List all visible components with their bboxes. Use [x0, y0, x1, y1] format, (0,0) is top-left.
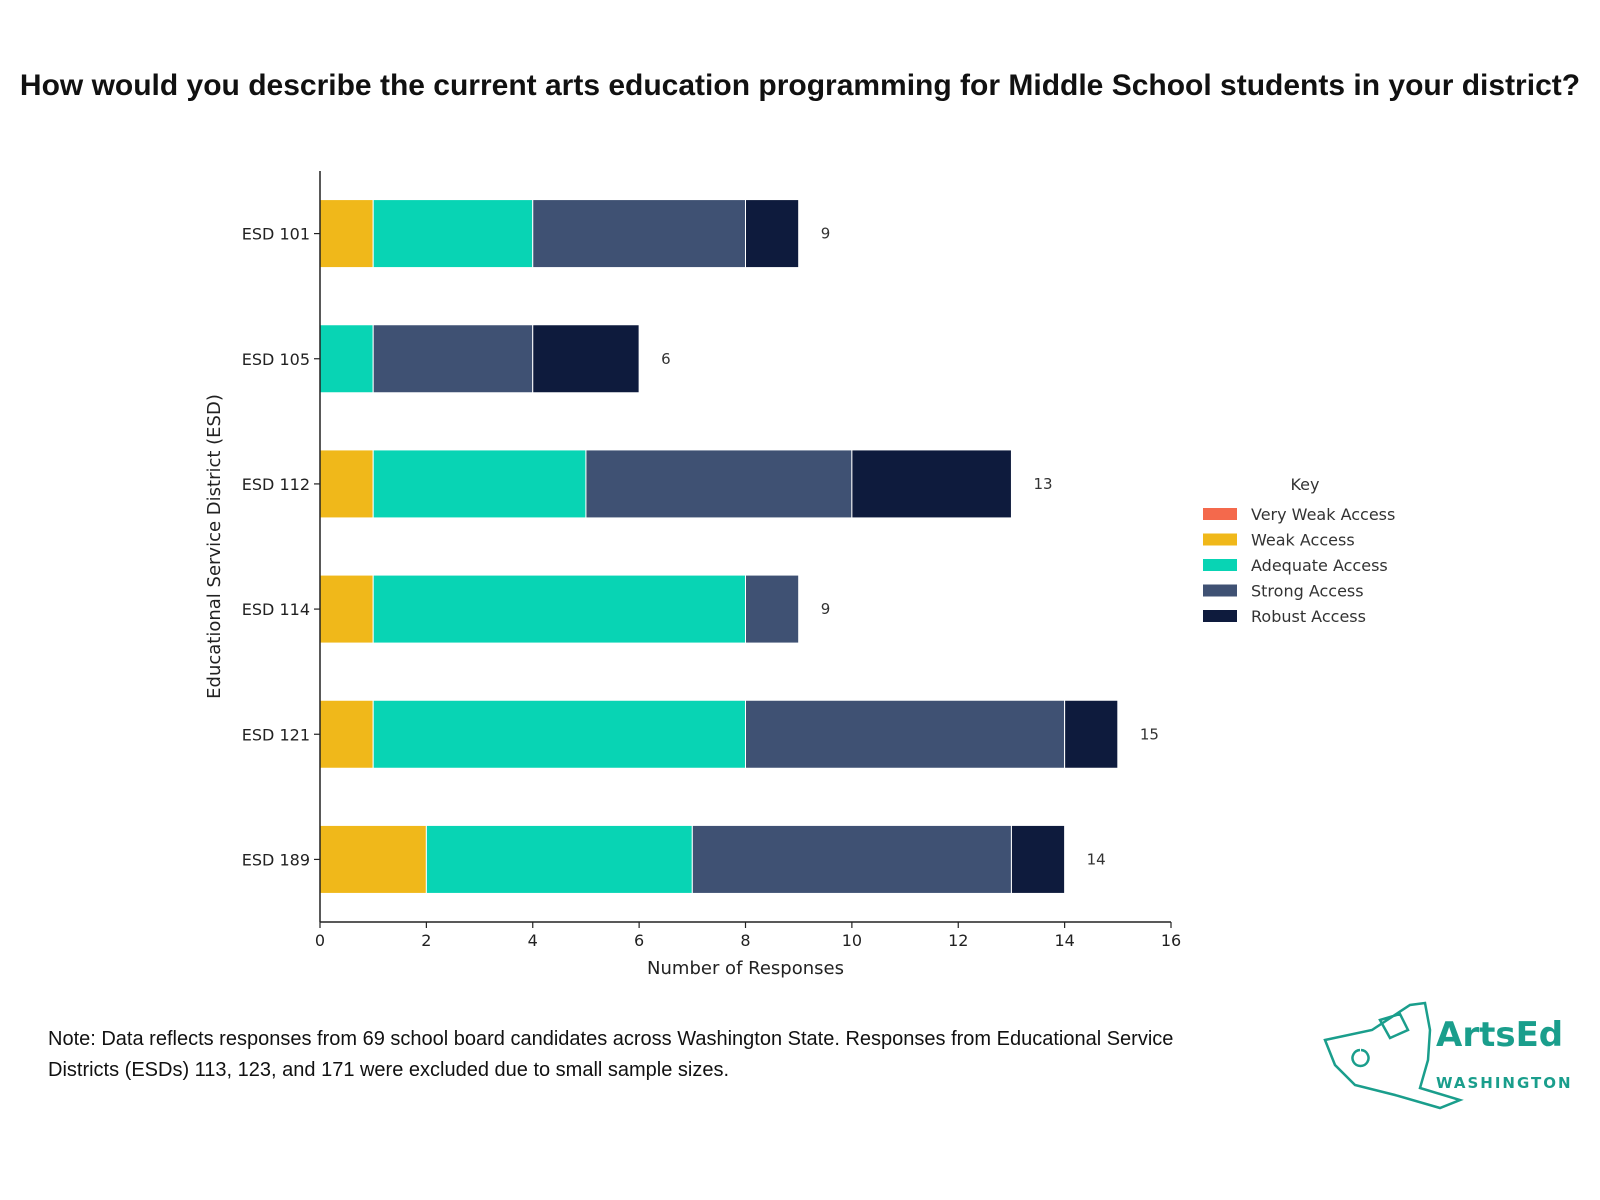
logo-wordmark: ArtsEd — [1436, 1015, 1563, 1055]
bar-segment — [1064, 699, 1119, 769]
x-tick-label: 10 — [842, 931, 862, 950]
bar-segment — [691, 824, 1012, 894]
legend-label: Strong Access — [1251, 582, 1364, 601]
bar-segment — [425, 824, 693, 894]
bar-segment — [372, 699, 746, 769]
total-label: 6 — [661, 350, 671, 368]
theater-masks-icon — [1323, 1001, 1464, 1110]
chart-title: How would you describe the current arts … — [19, 69, 1581, 102]
y-axis-label: Educational Service District (ESD) — [204, 394, 225, 699]
bar-segment — [745, 699, 1066, 769]
total-label: 13 — [1033, 475, 1052, 493]
total-label: 9 — [821, 600, 831, 618]
bar-segment — [319, 449, 374, 519]
y-tick-label: ESD 114 — [242, 600, 310, 619]
legend-swatch — [1203, 533, 1237, 546]
bar-segment — [532, 199, 746, 269]
x-tick-label: 14 — [1054, 931, 1074, 950]
bar-segment — [319, 199, 374, 269]
legend-swatch — [1203, 584, 1237, 597]
bar-segment — [745, 199, 800, 269]
x-axis-label: Number of Responses — [647, 958, 844, 979]
legend-swatch — [1203, 559, 1237, 571]
x-tick-label: 6 — [634, 931, 644, 950]
legend-title: Key — [1290, 475, 1319, 494]
x-tick-label: 0 — [315, 931, 325, 950]
bar-segment — [372, 449, 587, 519]
bar-segment — [532, 324, 640, 394]
y-tick-label: ESD 105 — [242, 350, 310, 369]
bar-segment — [319, 574, 374, 644]
x-tick-label: 8 — [740, 931, 750, 950]
legend-label: Weak Access — [1251, 531, 1355, 550]
y-tick-label: ESD 121 — [242, 725, 310, 744]
legend-label: Robust Access — [1251, 607, 1366, 626]
total-label: 14 — [1087, 850, 1106, 868]
bar-segment — [745, 574, 800, 644]
legend-label: Adequate Access — [1251, 556, 1388, 575]
bar-segment — [372, 324, 534, 394]
logo-subtitle: WASHINGTON — [1436, 1074, 1573, 1092]
bar-segment — [319, 324, 374, 394]
legend-swatch — [1203, 508, 1237, 520]
bar-segment — [372, 199, 534, 269]
total-label: 9 — [821, 225, 831, 243]
legend-swatch — [1203, 610, 1237, 622]
y-tick-label: ESD 112 — [242, 475, 310, 494]
y-tick-label: ESD 101 — [242, 225, 310, 244]
x-tick-label: 4 — [528, 931, 538, 950]
x-tick-label: 2 — [421, 931, 431, 950]
legend-label: Very Weak Access — [1251, 505, 1395, 524]
footnote: Note: Data reflects responses from 69 sc… — [48, 1028, 1174, 1081]
x-tick-label: 16 — [1161, 931, 1181, 950]
bar-segment — [1010, 824, 1066, 894]
total-label: 15 — [1140, 725, 1159, 743]
bar-segment — [372, 574, 746, 644]
x-tick-label: 12 — [948, 931, 968, 950]
bar-segment — [319, 824, 427, 894]
y-tick-label: ESD 189 — [242, 850, 310, 869]
bar-segment — [851, 449, 1012, 519]
bar-segment — [319, 699, 374, 769]
bar-segment — [585, 449, 853, 519]
